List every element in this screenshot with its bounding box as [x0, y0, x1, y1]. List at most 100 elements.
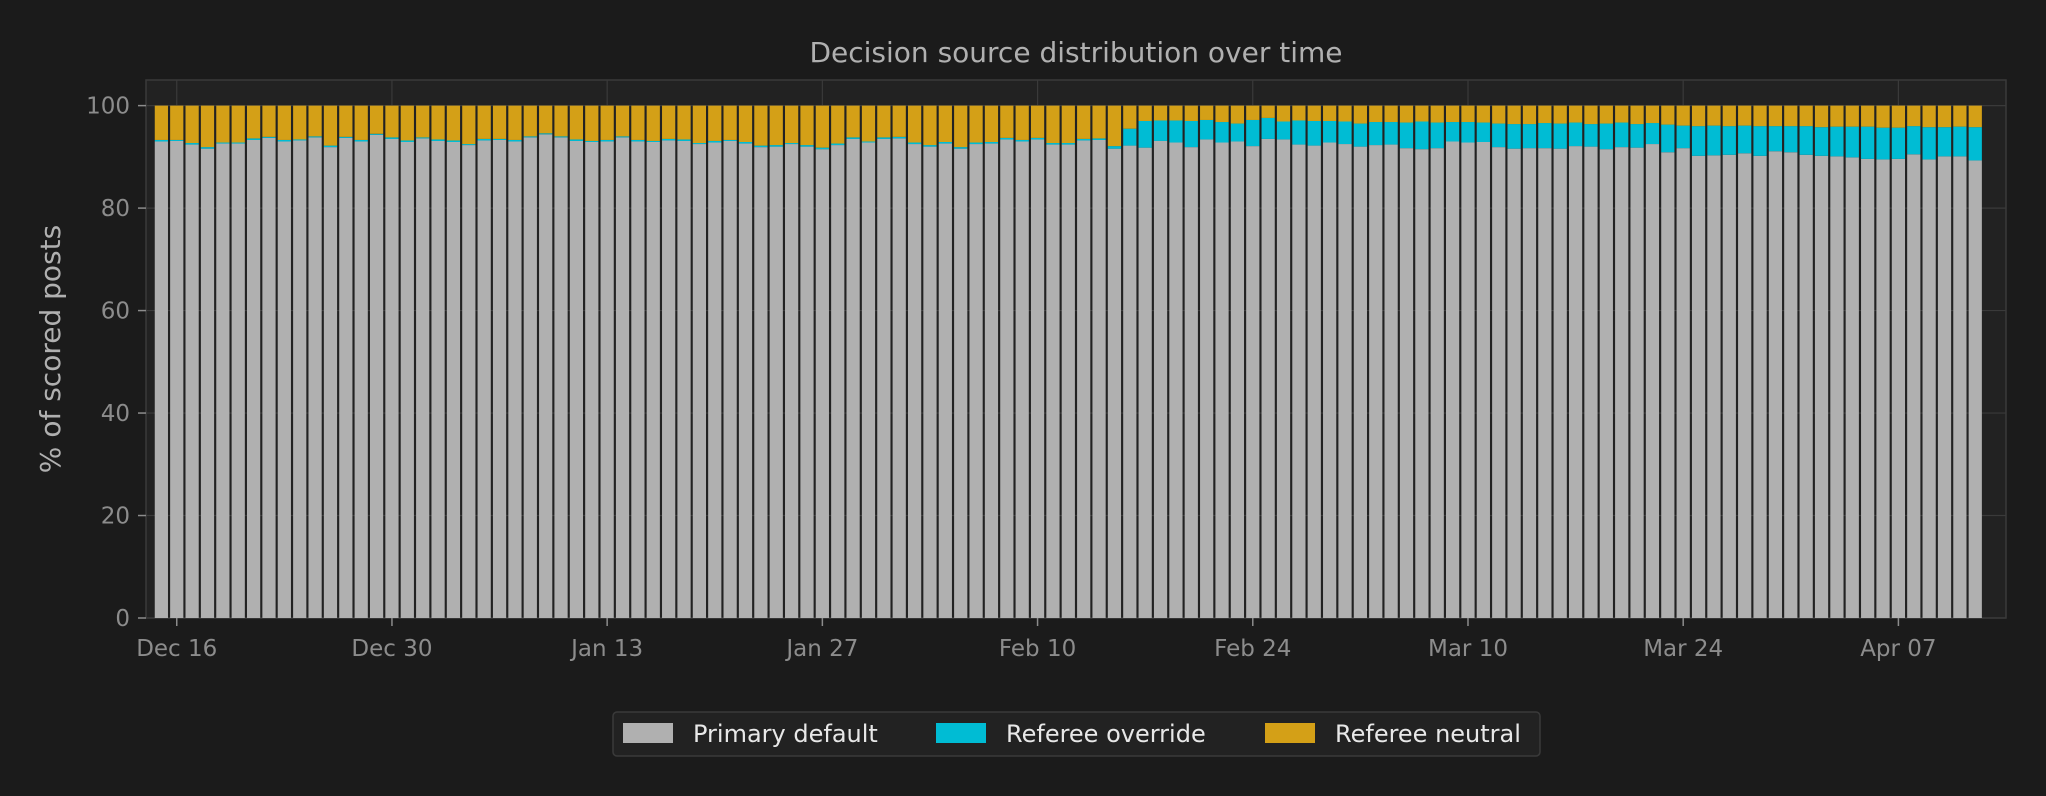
bar-referee-override	[938, 142, 952, 144]
x-axis: Dec 16 Dec 30 Jan 13 Jan 27 Feb 10 Feb 24 Mar …	[136, 618, 1937, 662]
bar-referee-override	[1292, 120, 1306, 145]
bar-referee-override	[907, 142, 922, 145]
bar-referee-neutral	[1169, 105, 1183, 121]
bar-referee-override	[646, 140, 660, 142]
bar-primary-default	[1153, 140, 1168, 618]
bar-primary-default	[262, 137, 276, 618]
bar-referee-override	[785, 143, 799, 145]
bar-referee-neutral	[1230, 105, 1245, 124]
bar-referee-override	[861, 141, 876, 143]
bar-primary-default	[277, 141, 291, 619]
bars	[154, 105, 1982, 619]
bar-referee-override	[1691, 126, 1706, 156]
bar-primary-default	[831, 145, 845, 618]
bar-primary-default	[1953, 156, 1967, 618]
bar-referee-override	[723, 139, 737, 141]
bar-primary-default	[1353, 146, 1367, 619]
y-tick-label: 80	[101, 196, 130, 222]
bar-primary-default	[600, 141, 614, 619]
bar-referee-override	[416, 137, 430, 139]
legend-swatch	[623, 723, 673, 743]
bar-referee-override	[615, 136, 630, 138]
bar-primary-default	[631, 141, 645, 619]
bar-referee-neutral	[1261, 105, 1275, 118]
bar-referee-neutral	[477, 105, 491, 139]
bar-referee-neutral	[800, 105, 814, 146]
bar-referee-neutral	[1907, 105, 1921, 127]
bar-referee-override	[800, 145, 814, 147]
bar-primary-default	[1907, 154, 1921, 619]
bar-primary-default	[1123, 145, 1137, 618]
bar-referee-neutral	[938, 105, 952, 142]
bar-primary-default	[1092, 139, 1106, 618]
bar-primary-default	[416, 138, 430, 618]
bar-referee-neutral	[554, 105, 568, 137]
bar-referee-neutral	[1338, 105, 1352, 122]
bar-referee-neutral	[754, 105, 768, 146]
bar-referee-override	[585, 140, 599, 142]
bar-primary-default	[1968, 160, 1982, 618]
bar-referee-override	[631, 139, 645, 142]
bar-primary-default	[431, 140, 445, 618]
bar-primary-default	[200, 148, 215, 618]
bar-primary-default	[554, 137, 568, 618]
bar-referee-override	[293, 139, 307, 141]
bar-primary-default	[539, 134, 553, 618]
bar-referee-override	[262, 136, 276, 138]
bar-referee-neutral	[1030, 105, 1045, 138]
bar-primary-default	[1384, 144, 1398, 618]
bar-primary-default	[646, 142, 660, 618]
bar-referee-override	[600, 139, 614, 142]
bar-referee-override	[1891, 127, 1906, 159]
bar-primary-default	[154, 141, 168, 619]
bar-referee-override	[1200, 119, 1214, 140]
bar-primary-default	[308, 137, 322, 618]
bar-referee-neutral	[369, 105, 384, 134]
bar-referee-neutral	[1200, 105, 1214, 120]
bar-referee-neutral	[723, 105, 737, 140]
bar-primary-default	[1615, 147, 1629, 618]
bar-primary-default	[508, 141, 522, 619]
bar-primary-default	[1645, 144, 1660, 619]
bar-referee-override	[277, 139, 291, 142]
bar-primary-default	[1814, 155, 1829, 618]
bar-referee-override	[1153, 120, 1168, 141]
bar-primary-default	[923, 146, 937, 619]
bar-referee-neutral	[569, 105, 584, 140]
bar-referee-neutral	[1399, 105, 1414, 123]
bar-referee-neutral	[1000, 105, 1014, 138]
bar-referee-neutral	[1138, 105, 1152, 121]
bar-referee-override	[1061, 143, 1075, 145]
bar-referee-override	[323, 145, 338, 148]
bar-referee-override	[1722, 126, 1736, 155]
bar-referee-override	[1522, 124, 1537, 149]
bar-referee-neutral	[323, 105, 338, 146]
bar-primary-default	[293, 140, 307, 618]
bar-referee-override	[1676, 125, 1690, 149]
bar-referee-neutral	[262, 105, 276, 137]
bar-referee-neutral	[508, 105, 522, 140]
bar-referee-neutral	[646, 105, 660, 141]
bar-referee-neutral	[1538, 105, 1552, 124]
x-tick-label: Jan 13	[569, 636, 643, 662]
bar-primary-default	[1169, 142, 1183, 618]
bar-primary-default	[1292, 144, 1306, 618]
bar-referee-override	[1861, 126, 1875, 159]
bar-primary-default	[1200, 139, 1214, 618]
bar-referee-neutral	[1707, 105, 1721, 126]
bar-referee-override	[1568, 122, 1583, 147]
bar-referee-override	[1276, 121, 1291, 140]
bar-primary-default	[1891, 158, 1906, 618]
bar-referee-neutral	[1937, 105, 1952, 128]
bar-referee-neutral	[1492, 105, 1506, 124]
bar-referee-neutral	[1046, 105, 1060, 144]
chart-title: Decision source distribution over time	[809, 36, 1342, 69]
bar-referee-neutral	[1384, 105, 1398, 123]
legend-swatch	[936, 723, 986, 743]
bar-referee-neutral	[1522, 105, 1537, 125]
x-tick-label: Dec 30	[351, 636, 432, 662]
bar-primary-default	[1276, 139, 1291, 618]
bar-referee-override	[246, 138, 261, 140]
bar-referee-neutral	[1661, 105, 1675, 125]
bar-primary-default	[1415, 149, 1429, 619]
